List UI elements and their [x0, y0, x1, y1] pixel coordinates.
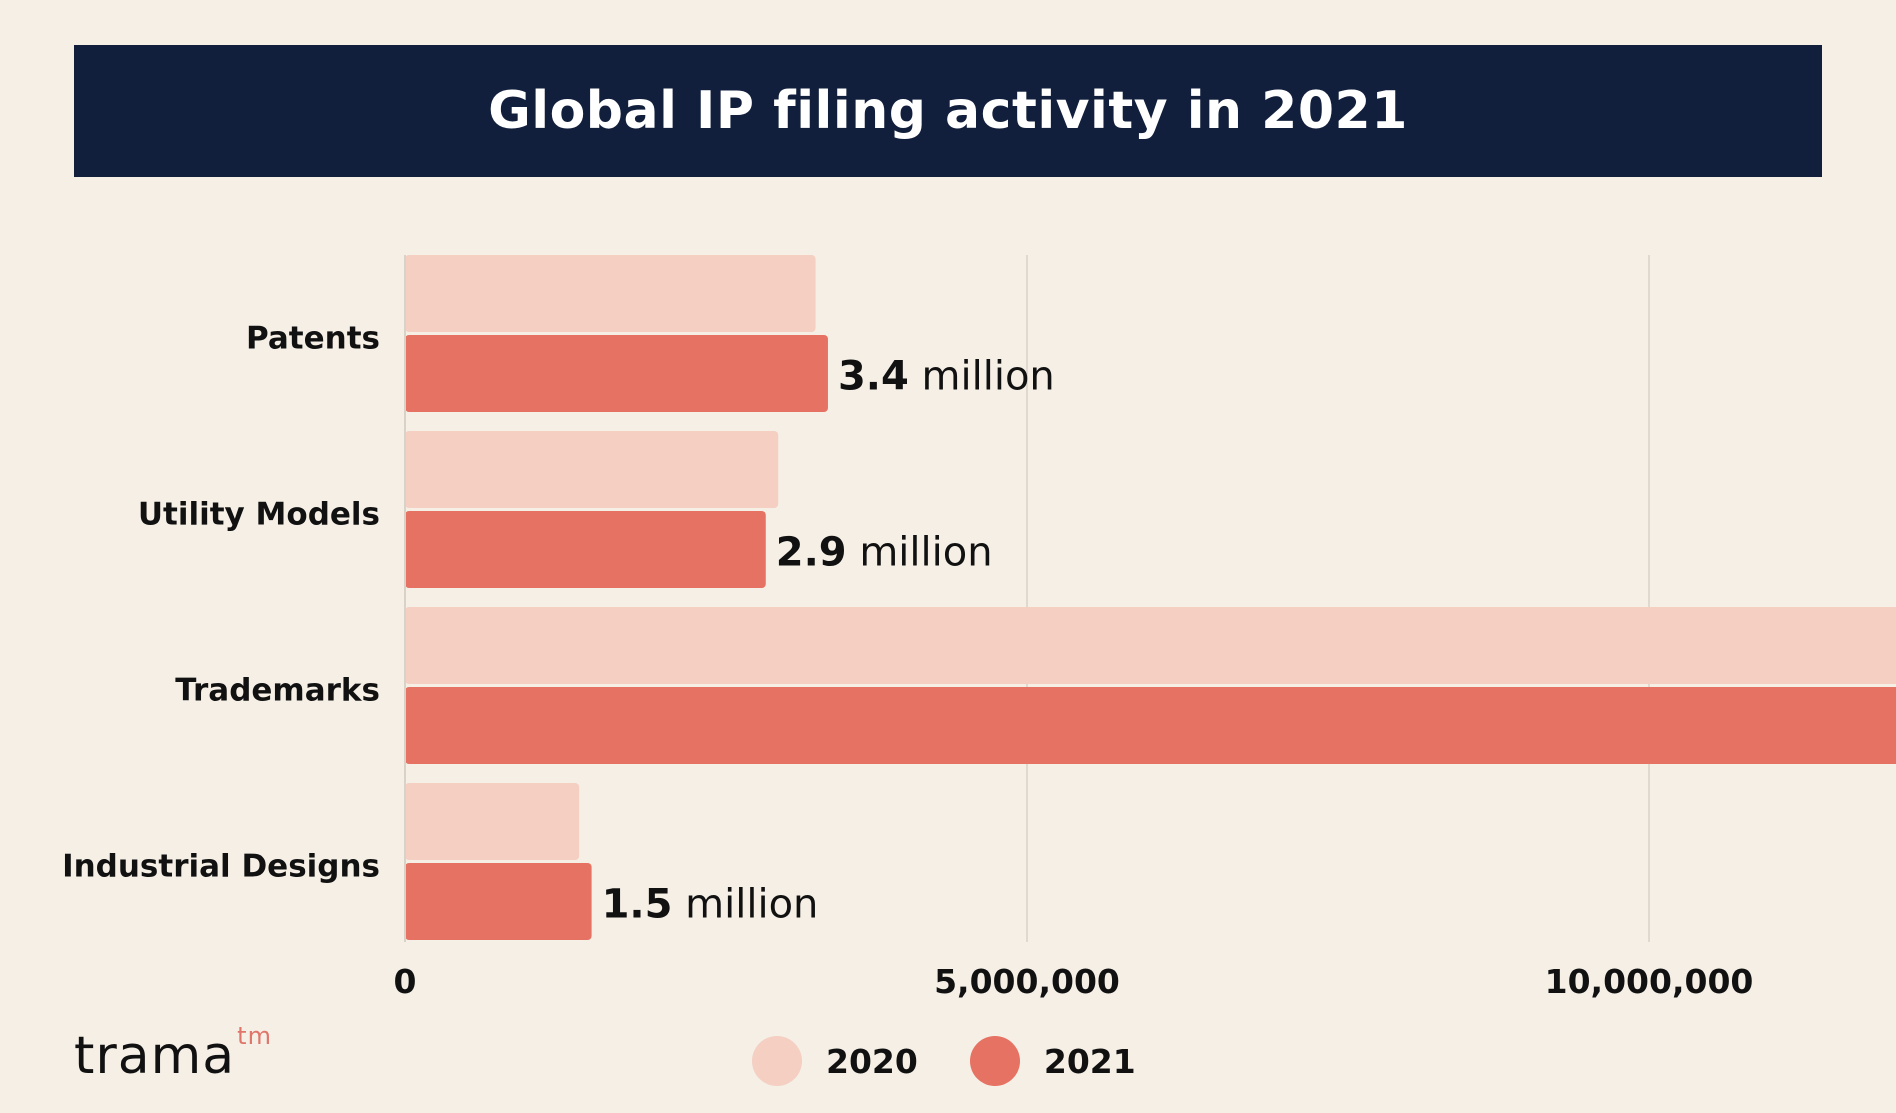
bar-2020 [405, 431, 779, 508]
bar-2020 [405, 783, 580, 860]
chart-legend: 2020 2021 [752, 1036, 1188, 1086]
bar-2020 [405, 607, 1896, 684]
category-label: Utility Models [138, 497, 380, 533]
legend-label-2021: 2021 [1043, 1041, 1136, 1081]
data-label: 1.5 million [602, 882, 819, 928]
bar-2021 [405, 687, 1896, 764]
bar-2021 [405, 511, 766, 588]
category-label: Patents [246, 321, 380, 357]
bar-2021 [405, 335, 828, 412]
data-label: 2.9 million [776, 530, 993, 576]
page-title: Global IP filing activity in 2021 [488, 81, 1408, 141]
bar-2020 [405, 255, 816, 332]
legend-swatch-2020 [752, 1036, 802, 1086]
data-label-number: 3.4 [838, 354, 909, 400]
legend-swatch-2021 [969, 1036, 1020, 1086]
logo-trademark: tm [237, 1022, 272, 1050]
legend-item-2021: 2021 [969, 1036, 1136, 1086]
x-tick-label: 0 [394, 962, 417, 1001]
data-label-number: 1.5 [602, 882, 673, 928]
data-label: 3.4 million [838, 354, 1055, 400]
data-label-unit: million [909, 354, 1055, 400]
x-tick-label: 5,000,000 [934, 962, 1120, 1001]
trama-logo: tramatm [74, 1022, 272, 1086]
data-label-unit: million [847, 530, 993, 576]
legend-item-2020: 2020 [752, 1036, 918, 1086]
category-label: Trademarks [175, 673, 380, 709]
logo-text: trama [74, 1026, 236, 1086]
bar-2021 [405, 863, 592, 940]
x-tick-label: 10,000,000 [1545, 962, 1754, 1001]
data-label-unit: million [672, 882, 818, 928]
category-label: Industrial Designs [62, 849, 380, 885]
legend-label-2020: 2020 [826, 1041, 918, 1081]
data-label-number: 2.9 [776, 530, 847, 576]
title-banner: Global IP filing activity in 2021 [74, 45, 1822, 177]
